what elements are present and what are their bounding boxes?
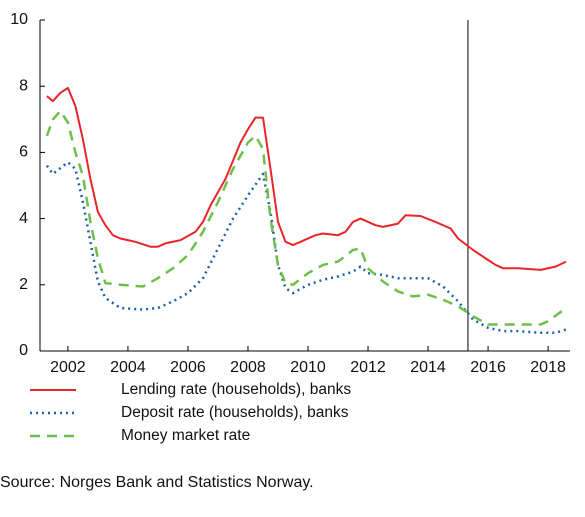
y-tick-label: 0 — [19, 342, 28, 359]
source-note: Source: Norges Bank and Statistics Norwa… — [0, 474, 314, 491]
x-tick-label: 2008 — [230, 359, 266, 376]
y-tick-label: 8 — [19, 77, 28, 94]
legend-label: Money market rate — [121, 427, 250, 444]
series-line — [45, 109, 567, 326]
x-tick-label: 2016 — [470, 359, 506, 376]
x-tick-label: 2018 — [530, 359, 566, 376]
y-tick-label: 2 — [19, 276, 28, 293]
x-tick-label: 2002 — [50, 359, 86, 376]
y-tick-label: 4 — [19, 210, 28, 227]
y-tick-label: 10 — [10, 11, 28, 28]
series-line — [45, 161, 567, 335]
y-tick-label: 6 — [19, 144, 28, 161]
x-tick-label: 2014 — [410, 359, 446, 376]
x-tick-label: 2006 — [170, 359, 206, 376]
series-line — [46, 86, 567, 271]
legend-label: Lending rate (households), banks — [121, 381, 351, 398]
legend-label: Deposit rate (households), banks — [121, 404, 349, 421]
x-tick-label: 2012 — [350, 359, 386, 376]
x-tick-label: 2010 — [290, 359, 326, 376]
x-tick-label: 2004 — [110, 359, 146, 376]
